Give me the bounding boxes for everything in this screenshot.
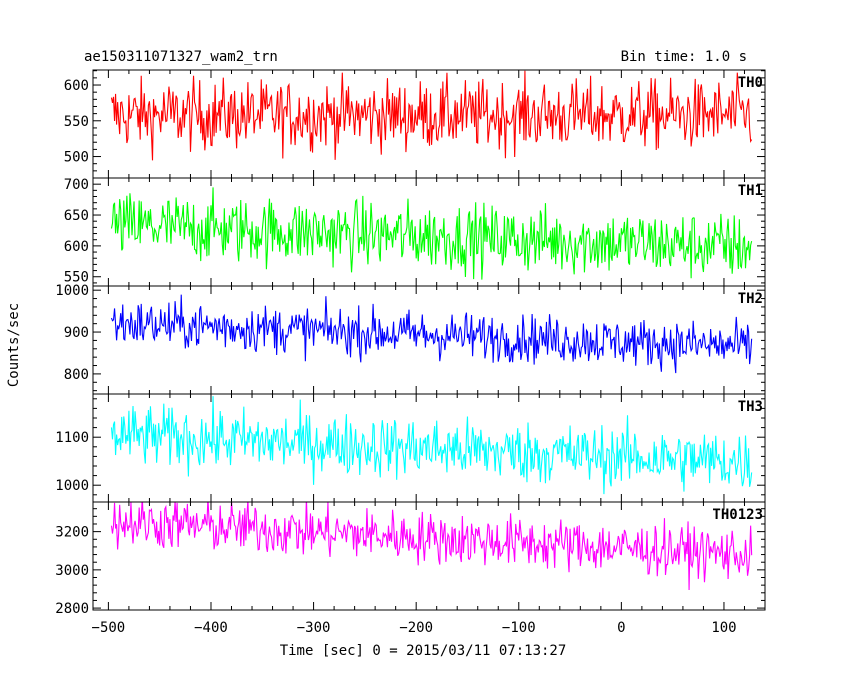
panel-frame xyxy=(92,501,766,611)
y-tick-label: 1000 xyxy=(55,283,89,299)
x-axis-label: Time [sec] 0 = 2015/03/11 07:13:27 xyxy=(280,643,567,659)
y-tick-label: 3000 xyxy=(55,563,89,579)
y-tick-label: 700 xyxy=(64,177,89,193)
panel-th1: 550 600 650 700 TH1 xyxy=(64,177,766,287)
panel-th0: 500 550 600 TH0 xyxy=(64,69,766,179)
panel-th3: 1000 1100 TH3 xyxy=(55,393,766,503)
y-axis-label: Counts/sec xyxy=(6,303,22,387)
panel-label: TH0123 xyxy=(712,507,763,523)
series-line-th2 xyxy=(110,294,753,374)
y-tick-label: 900 xyxy=(64,325,89,341)
panel-label: TH1 xyxy=(738,183,763,199)
series-line-th0123 xyxy=(110,502,753,591)
y-tick-label: 3200 xyxy=(55,525,89,541)
x-tick-label: −100 xyxy=(502,620,536,636)
panel-label: TH3 xyxy=(738,399,763,415)
y-tick-label: 550 xyxy=(64,270,89,286)
panel-th2: 800 900 1000 TH2 xyxy=(55,283,766,395)
y-tick-label: 600 xyxy=(64,239,89,255)
x-tick-label: 0 xyxy=(617,620,625,636)
panel-label: TH0 xyxy=(738,75,763,91)
x-tick-label: −400 xyxy=(194,620,228,636)
x-tick-label: 100 xyxy=(711,620,736,636)
y-tick-label: 800 xyxy=(64,367,89,383)
x-tick-label: −500 xyxy=(92,620,126,636)
y-tick-label: 2800 xyxy=(55,601,89,617)
y-tick-label: 550 xyxy=(64,114,89,130)
panel-label: TH2 xyxy=(738,291,763,307)
series-line-th3 xyxy=(110,396,753,495)
y-tick-label: 650 xyxy=(64,208,89,224)
y-tick-label: 500 xyxy=(64,150,89,166)
y-tick-label: 1000 xyxy=(55,478,89,494)
y-tick-label: 1100 xyxy=(55,430,89,446)
series-line-th1 xyxy=(110,187,753,280)
panel-th0123: 2800 3000 3200 TH0123 xyxy=(55,501,766,617)
x-tick-label: −200 xyxy=(399,620,433,636)
x-tick-label: −300 xyxy=(297,620,331,636)
series-line-th0 xyxy=(110,70,753,161)
chart-title: ae150311071327_wam2_trn xyxy=(84,49,278,65)
bin-time-label: Bin time: 1.0 s xyxy=(621,49,747,65)
y-tick-label: 600 xyxy=(64,78,89,94)
